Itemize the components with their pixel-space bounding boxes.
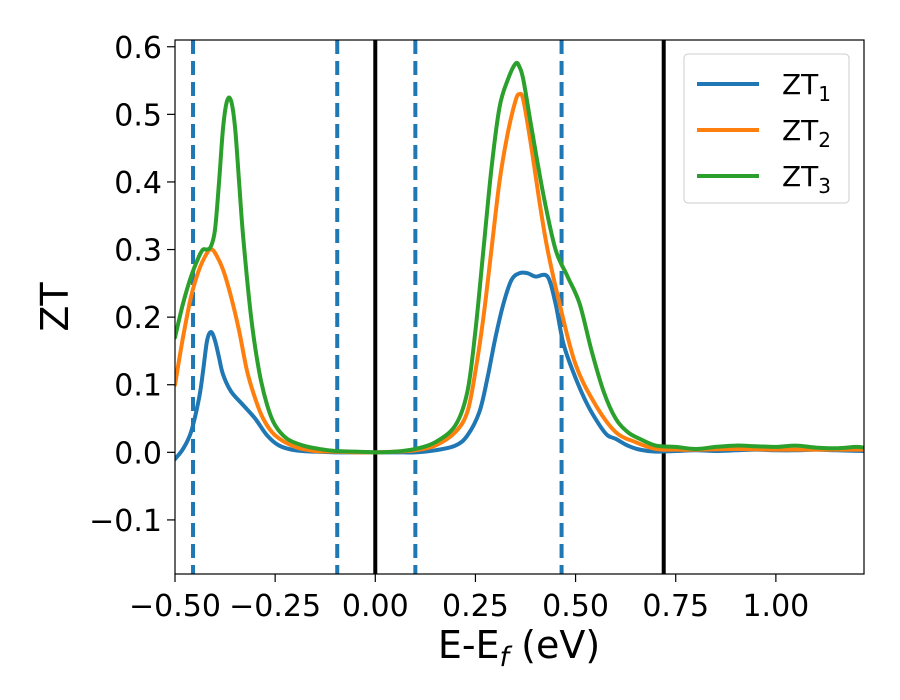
x-tick-label: −0.25 <box>229 589 321 624</box>
y-tick-label: 0.3 <box>114 234 162 269</box>
y-tick-label: 0.2 <box>114 301 162 336</box>
legend: ZT1 ZT2 ZT3 <box>683 53 850 204</box>
x-axis: −0.50 −0.25 0.00 0.25 0.50 0.75 1.00 <box>129 574 809 624</box>
legend-label-zt2: ZT2 <box>782 114 831 152</box>
y-tick-label: 0.1 <box>114 369 162 404</box>
y-tick-label: 0.5 <box>114 98 162 133</box>
series-line-zt2 <box>175 91 864 455</box>
y-tick-label: 0.4 <box>114 166 162 201</box>
x-tick-label: −0.50 <box>129 589 221 624</box>
legend-label-zt1: ZT1 <box>782 68 831 106</box>
series-line-zt3 <box>175 60 864 455</box>
x-tick-label: 0.25 <box>442 589 509 624</box>
y-axis-label: ZT <box>33 282 77 332</box>
legend-box <box>683 53 850 204</box>
x-axis-label: E-Ef (eV) <box>438 623 600 673</box>
y-tick-label: 0.6 <box>114 31 162 66</box>
x-tick-label: 0.00 <box>342 589 409 624</box>
vertical-lines <box>191 40 666 574</box>
series-layer <box>175 60 864 462</box>
x-tick-label: 0.50 <box>542 589 609 624</box>
y-tick-label: −0.1 <box>89 504 162 539</box>
plot-frame <box>174 39 865 575</box>
y-axis: −0.1 0.0 0.1 0.2 0.3 0.4 0.5 0.6 <box>89 31 175 539</box>
x-tick-label: 0.75 <box>642 589 709 624</box>
x-tick-label: 1.00 <box>742 589 809 624</box>
y-tick-label: 0.0 <box>114 436 162 471</box>
legend-label-zt3: ZT3 <box>782 160 831 198</box>
